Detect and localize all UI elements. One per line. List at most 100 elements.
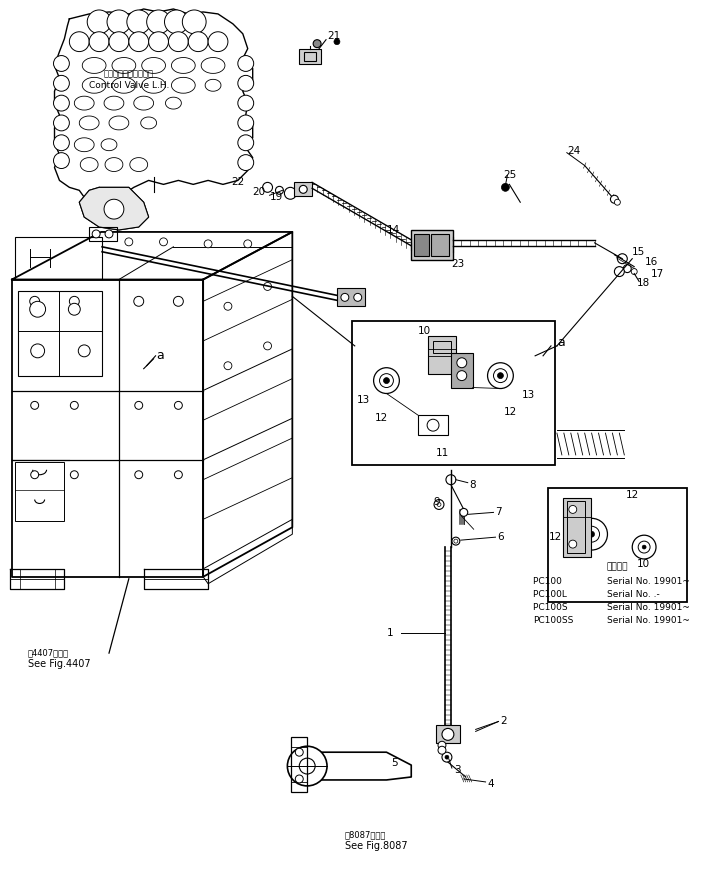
Text: 20: 20 xyxy=(253,187,266,197)
Bar xyxy=(433,341,451,353)
Text: 15: 15 xyxy=(632,247,645,257)
Circle shape xyxy=(129,32,148,52)
Bar xyxy=(431,234,449,256)
Circle shape xyxy=(442,729,454,740)
Circle shape xyxy=(373,368,399,394)
Circle shape xyxy=(238,155,253,170)
Circle shape xyxy=(438,741,446,749)
Circle shape xyxy=(224,362,232,370)
Circle shape xyxy=(125,238,133,246)
Text: Serial No. 19901~: Serial No. 19901~ xyxy=(608,577,690,586)
Text: 7: 7 xyxy=(496,507,502,518)
Circle shape xyxy=(434,500,444,510)
Circle shape xyxy=(623,265,631,273)
Text: 適用号等: 適用号等 xyxy=(606,562,628,571)
Text: See Fig.4407: See Fig.4407 xyxy=(28,659,90,669)
Circle shape xyxy=(457,358,466,368)
Circle shape xyxy=(438,747,446,754)
Circle shape xyxy=(446,475,456,485)
Bar xyxy=(436,725,460,743)
Bar xyxy=(304,52,316,61)
Circle shape xyxy=(160,238,168,246)
Circle shape xyxy=(614,266,624,276)
Bar xyxy=(428,336,456,373)
Circle shape xyxy=(127,10,151,34)
Circle shape xyxy=(611,195,618,203)
Circle shape xyxy=(109,32,129,52)
Circle shape xyxy=(188,32,208,52)
Circle shape xyxy=(204,240,212,248)
Circle shape xyxy=(589,531,594,537)
Circle shape xyxy=(70,470,78,478)
Text: 21: 21 xyxy=(327,30,340,41)
Circle shape xyxy=(493,369,508,382)
Circle shape xyxy=(31,402,38,409)
Text: See Fig.8087: See Fig.8087 xyxy=(345,841,408,851)
Circle shape xyxy=(238,76,253,91)
Text: PC100L: PC100L xyxy=(533,590,576,599)
Text: 18: 18 xyxy=(637,279,650,289)
Text: 17: 17 xyxy=(651,268,665,279)
Bar xyxy=(15,462,65,521)
Text: 25: 25 xyxy=(503,170,517,181)
Bar xyxy=(548,487,687,601)
Circle shape xyxy=(105,230,113,238)
Circle shape xyxy=(288,747,327,786)
Text: 24: 24 xyxy=(567,146,580,156)
Circle shape xyxy=(501,184,509,192)
Circle shape xyxy=(30,297,40,307)
Circle shape xyxy=(148,32,168,52)
Text: 10: 10 xyxy=(418,326,431,336)
Circle shape xyxy=(584,527,599,542)
Circle shape xyxy=(244,240,252,248)
Text: 1: 1 xyxy=(386,628,393,638)
Circle shape xyxy=(488,363,513,388)
Text: 5: 5 xyxy=(391,758,398,768)
Circle shape xyxy=(452,537,460,545)
Bar xyxy=(18,291,102,376)
Circle shape xyxy=(295,775,303,783)
Circle shape xyxy=(30,301,45,317)
Bar xyxy=(451,353,473,388)
Text: PC100SS: PC100SS xyxy=(533,616,574,625)
Circle shape xyxy=(334,38,340,45)
Text: 12: 12 xyxy=(549,532,562,542)
Circle shape xyxy=(78,345,90,356)
Circle shape xyxy=(569,505,577,513)
Circle shape xyxy=(173,297,183,307)
Circle shape xyxy=(295,748,303,756)
Bar xyxy=(337,289,365,307)
Bar xyxy=(414,234,429,256)
Bar xyxy=(295,183,312,196)
Text: 22: 22 xyxy=(231,177,244,187)
Bar xyxy=(15,237,102,279)
Circle shape xyxy=(182,10,206,34)
Text: 9: 9 xyxy=(433,497,440,508)
Bar xyxy=(291,738,307,792)
Circle shape xyxy=(313,40,321,47)
Bar xyxy=(351,321,555,465)
Circle shape xyxy=(380,373,393,388)
Circle shape xyxy=(454,539,458,544)
Circle shape xyxy=(175,470,182,478)
Bar xyxy=(300,49,321,64)
Circle shape xyxy=(53,55,70,71)
Text: 12: 12 xyxy=(503,407,517,417)
Circle shape xyxy=(437,503,441,506)
Text: 10: 10 xyxy=(637,559,650,569)
Circle shape xyxy=(53,95,70,111)
Circle shape xyxy=(638,541,650,553)
Circle shape xyxy=(133,297,143,307)
Circle shape xyxy=(383,378,390,383)
Circle shape xyxy=(135,402,143,409)
Text: 6: 6 xyxy=(498,532,504,542)
Circle shape xyxy=(632,535,656,559)
Bar xyxy=(89,227,117,241)
Bar xyxy=(567,502,584,553)
Circle shape xyxy=(275,186,283,194)
Circle shape xyxy=(31,344,45,358)
Circle shape xyxy=(53,115,70,131)
Text: 23: 23 xyxy=(451,258,464,269)
Circle shape xyxy=(238,95,253,111)
Circle shape xyxy=(300,758,315,774)
